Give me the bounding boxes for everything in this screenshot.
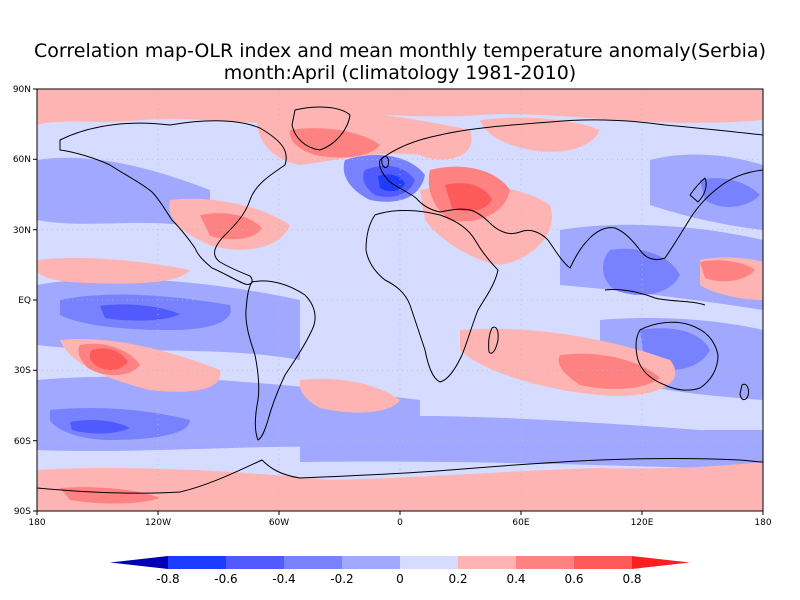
field-blue-core [603,248,680,295]
greenland-outline [291,106,351,151]
lat-label: 90S [14,507,31,517]
lon-label: 180 [754,518,771,528]
field-blue-deep [70,420,130,434]
coastlines [37,106,763,494]
lon-label: 180 [28,518,45,528]
lon-label: 60W [269,518,289,528]
lon-label: 60E [512,518,529,528]
field-blue-core [700,178,760,207]
field-red-region [37,462,763,511]
colorbar-tick-label: 0.4 [506,572,525,586]
colorbar-arrow-left [110,556,168,569]
map-gridlines [37,89,763,511]
field-red-peak [445,183,492,212]
colorbar-tick-label: 0.6 [564,572,583,586]
africa-outline [365,209,499,383]
lat-label: 90N [13,85,31,95]
field-red-core [200,213,262,240]
field-red-region [37,89,763,125]
colorbar-segment [168,556,226,569]
field-red-region [37,258,190,284]
japan-outline [689,177,707,203]
new-zealand-outline [739,383,749,401]
field-red-peak [89,348,128,370]
lat-label: 30S [14,366,31,376]
eurasia-outline [379,119,763,269]
colorbar-tick-label: 0.8 [622,572,641,586]
colorbar-segment [284,556,342,569]
colorbar-tick-label: -0.4 [272,572,295,586]
colorbar-segment [342,556,400,569]
colorbar [110,556,690,569]
colorbar-tick-label: -0.8 [156,572,179,586]
lat-labels: 90N 60N 30N EQ 30S 60S 90S [13,85,31,517]
lat-label: EQ [18,296,31,306]
lon-labels: 180 120W 60W 0 60E 120E 180 [28,518,771,528]
colorbar-segment [516,556,574,569]
indonesia-outline [604,289,706,306]
uk-outline [381,155,389,169]
colorbar-labels: -0.8 -0.6 -0.4 -0.2 0 0.2 0.4 0.6 0.8 [156,572,641,586]
colorbar-segment [400,556,458,569]
lat-label: 30N [13,226,31,236]
lon-label: 0 [397,518,403,528]
lat-label: 60S [14,437,31,447]
lat-label: 60N [13,155,31,165]
australia-outline [635,321,719,391]
colorbar-tick-label: 0 [396,572,404,586]
field-blue-band [300,415,763,470]
field-red-core [700,260,755,282]
map-title-line-1: Correlation map-OLR index and mean month… [34,40,766,62]
colorbar-segment [458,556,516,569]
lon-label: 120W [145,518,171,528]
lon-label: 120E [631,518,654,528]
madagascar-outline [488,326,499,354]
colorbar-segment [574,556,632,569]
colorbar-arrow-right [632,556,690,569]
map-title-line-2: month:April (climatology 1981-2010) [223,62,577,84]
field-blue-deep [100,304,180,321]
field-red-region [299,378,400,413]
colorbar-tick-label: -0.2 [330,572,353,586]
antarctica-outline [37,458,763,494]
south-america-outline [245,280,316,441]
field-red-core [558,353,660,390]
north-america-outline [59,120,287,285]
colorbar-tick-label: -0.6 [214,572,237,586]
colorbar-segment [226,556,284,569]
field-red-region [480,117,600,152]
axis-ticks [33,88,764,515]
field-red-core [289,128,380,158]
colorbar-tick-label: 0.2 [448,572,467,586]
